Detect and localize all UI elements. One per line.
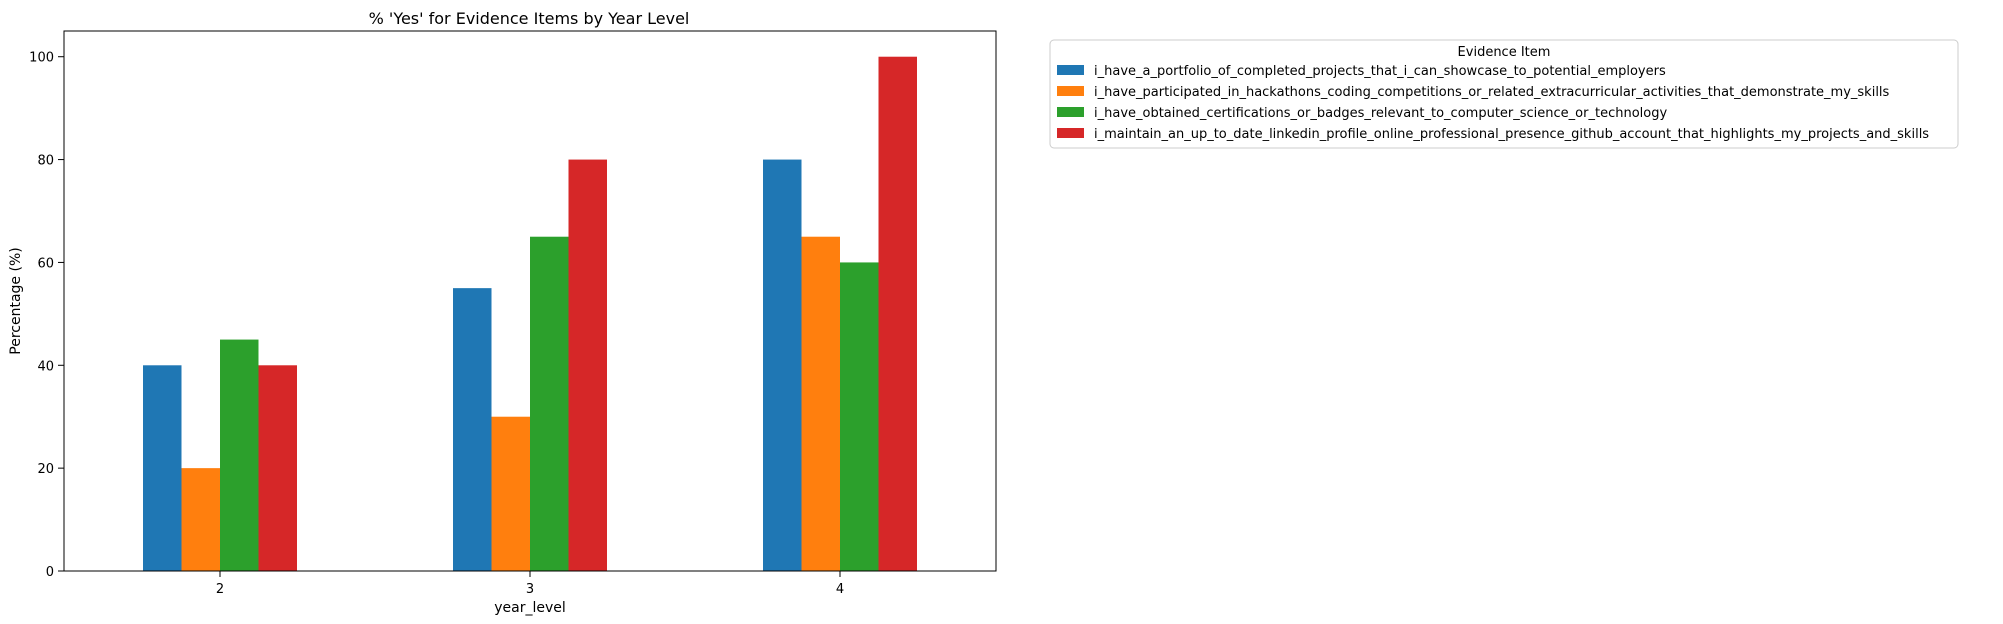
x-axis-label: year_level <box>494 600 566 616</box>
bar-series-3-category-4 <box>840 262 879 571</box>
legend-label-4: i_maintain_an_up_to_date_linkedin_profil… <box>1094 127 1929 142</box>
y-tick-label-20: 20 <box>37 462 54 477</box>
bar-series-3-category-3 <box>530 236 569 571</box>
legend-label-3: i_have_obtained_certifications_or_badges… <box>1094 106 1667 121</box>
y-tick-label-40: 40 <box>37 359 54 374</box>
y-tick-label-0: 0 <box>46 565 54 580</box>
bar-series-1-category-2 <box>143 365 182 571</box>
legend-label-2: i_have_participated_in_hackathons_coding… <box>1094 85 1890 100</box>
legend: Evidence Item i_have_a_portfolio_of_comp… <box>1049 39 1959 149</box>
bar-series-4-category-2 <box>258 365 297 571</box>
legend-swatch-4 <box>1057 128 1084 138</box>
legend-title: Evidence Item <box>1458 45 1551 60</box>
x-tick-label-4: 4 <box>836 582 844 597</box>
legend-swatch-2 <box>1057 86 1084 96</box>
bar-series-2-category-2 <box>181 468 220 571</box>
y-axis: 0 20 40 60 80 100 <box>29 51 64 580</box>
bar-series-3-category-2 <box>220 339 259 571</box>
legend-items: i_have_a_portfolio_of_completed_projects… <box>1057 64 1929 142</box>
legend-swatch-1 <box>1057 65 1084 75</box>
bar-series-1-category-3 <box>453 288 492 571</box>
chart-title: % 'Yes' for Evidence Items by Year Level <box>369 9 690 28</box>
legend-swatch-3 <box>1057 107 1084 117</box>
legend-frame <box>1049 39 1959 149</box>
bar-series-1-category-4 <box>763 159 802 571</box>
bar-series-4-category-4 <box>878 56 917 571</box>
y-tick-label-60: 60 <box>37 256 54 271</box>
plot-area <box>143 56 917 571</box>
x-axis: 2 3 4 <box>216 571 844 597</box>
y-axis-label: Percentage (%) <box>8 247 24 354</box>
bar-series-2-category-3 <box>491 416 530 571</box>
y-tick-label-80: 80 <box>37 154 54 169</box>
bar-series-4-category-3 <box>568 159 607 571</box>
bar-series-2-category-4 <box>801 236 840 571</box>
y-tick-label-100: 100 <box>29 51 54 66</box>
x-tick-label-3: 3 <box>526 582 534 597</box>
x-tick-label-2: 2 <box>216 582 224 597</box>
legend-label-1: i_have_a_portfolio_of_completed_projects… <box>1094 64 1666 79</box>
